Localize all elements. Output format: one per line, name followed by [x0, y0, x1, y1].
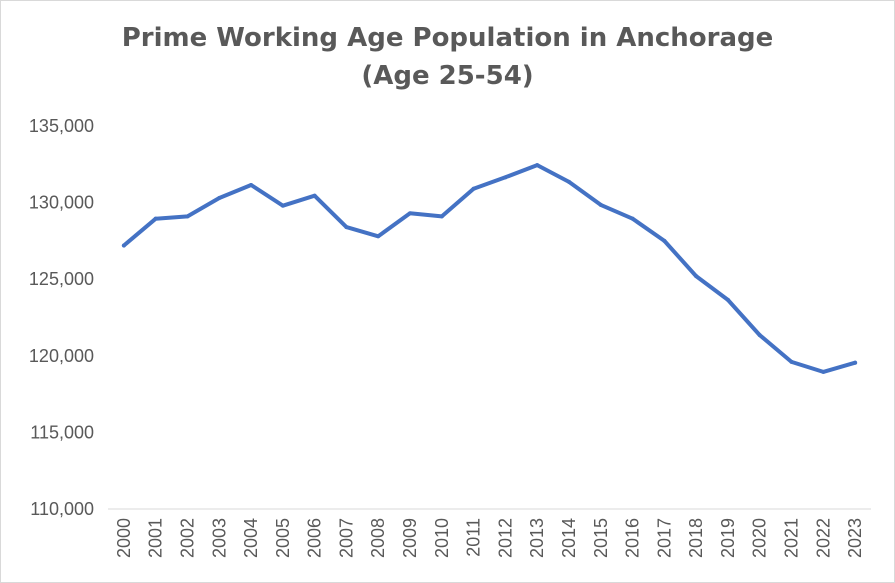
x-tick-label: 2014 [559, 518, 579, 558]
x-tick-label: 2000 [114, 518, 134, 558]
data-point [344, 225, 349, 230]
x-tick-label: 2020 [750, 518, 770, 558]
data-point [694, 274, 699, 279]
data-point [566, 179, 571, 184]
chart-title: Prime Working Age Population in Anchorag… [1, 19, 894, 95]
data-point [821, 369, 826, 374]
data-point [185, 214, 190, 219]
y-tick-label: 115,000 [30, 422, 94, 442]
y-tick-label: 125,000 [29, 269, 94, 289]
x-tick-label: 2008 [368, 518, 388, 558]
data-point [535, 163, 540, 168]
y-tick-label: 110,000 [30, 499, 94, 519]
data-point [598, 202, 603, 207]
y-axis-tick-labels: 110,000 115,000 120,000 125,000 130,000 135,0… [29, 116, 94, 519]
data-point [503, 175, 508, 180]
data-point [853, 360, 858, 365]
data-point [217, 196, 222, 201]
data-point [249, 182, 254, 187]
data-point [439, 214, 444, 219]
chart-subtitle: (Age 25-54) [361, 61, 534, 91]
data-point [408, 211, 413, 216]
data-point [630, 216, 635, 221]
x-tick-label: 2015 [591, 518, 611, 558]
x-tick-label: 2003 [209, 518, 229, 558]
data-point [280, 203, 285, 208]
y-tick-label: 120,000 [29, 346, 94, 366]
x-tick-label: 2016 [623, 518, 643, 558]
data-point [789, 359, 794, 364]
data-point [312, 193, 317, 198]
x-tick-label: 2009 [400, 518, 420, 558]
x-tick-label: 2007 [336, 518, 356, 558]
data-point [153, 216, 158, 221]
x-tick-label: 2017 [654, 518, 674, 558]
x-tick-label: 2006 [305, 518, 325, 558]
data-point [121, 243, 126, 248]
x-tick-label: 2018 [686, 518, 706, 558]
series-layer [121, 163, 858, 374]
data-point [725, 297, 730, 302]
x-tick-label: 2019 [718, 518, 738, 558]
x-tick-label: 2021 [782, 518, 802, 558]
data-point [757, 333, 762, 338]
chart-title-main: Prime Working Age Population in Anchorag… [121, 23, 774, 53]
x-tick-label: 2022 [813, 518, 833, 558]
x-tick-label: 2001 [146, 518, 166, 558]
x-tick-label: 2023 [845, 518, 865, 558]
x-tick-label: 2005 [273, 518, 293, 558]
x-tick-label: 2013 [527, 518, 547, 558]
data-point [471, 186, 476, 191]
data-point [376, 234, 381, 239]
x-tick-label: 2012 [495, 518, 515, 558]
data-point [662, 238, 667, 243]
x-tick-label: 2004 [241, 518, 261, 558]
x-tick-label: 2002 [177, 518, 197, 558]
y-tick-label: 130,000 [29, 193, 94, 213]
series-line [121, 163, 858, 374]
y-tick-label: 135,000 [29, 116, 94, 136]
x-tick-label: 2011 [464, 518, 484, 557]
x-tick-label: 2010 [432, 518, 452, 558]
x-axis-tick-labels: 2000 2001 2002 2003 2004 2005 2006 2007 2008 2009… [114, 518, 865, 558]
